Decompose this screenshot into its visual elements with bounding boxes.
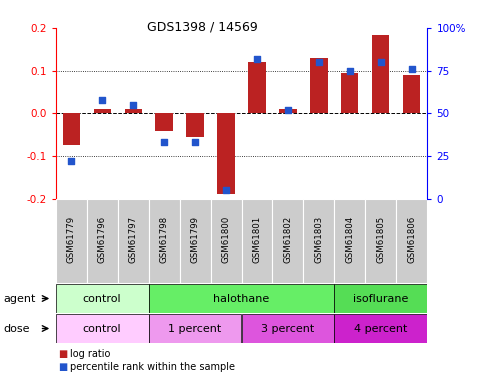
Bar	[149, 314, 242, 343]
Bar	[311, 58, 327, 113]
Text: control: control	[83, 324, 121, 333]
Text: 4 percent: 4 percent	[354, 324, 408, 333]
Bar	[149, 284, 334, 313]
Text: ■: ■	[58, 362, 67, 372]
Point	[67, 158, 75, 164]
Bar	[242, 199, 272, 283]
Bar	[180, 199, 211, 283]
Bar	[334, 314, 427, 343]
Point	[129, 102, 137, 108]
Text: 1 percent: 1 percent	[169, 324, 222, 333]
Point	[346, 68, 354, 74]
Text: GSM61805: GSM61805	[376, 216, 385, 263]
Bar	[303, 199, 334, 283]
Bar	[341, 73, 358, 113]
Text: GSM61803: GSM61803	[314, 216, 324, 263]
Text: GSM61801: GSM61801	[253, 216, 261, 263]
Text: 3 percent: 3 percent	[261, 324, 314, 333]
Bar	[217, 113, 235, 195]
Bar	[56, 314, 149, 343]
Text: GSM61799: GSM61799	[190, 216, 199, 263]
Bar	[397, 199, 427, 283]
Bar	[280, 109, 297, 113]
Text: GSM61800: GSM61800	[222, 216, 230, 263]
Point	[315, 59, 323, 65]
Point	[408, 66, 416, 72]
Text: isoflurane: isoflurane	[353, 294, 409, 303]
Bar	[242, 314, 334, 343]
Bar	[86, 199, 117, 283]
Text: GSM61797: GSM61797	[128, 216, 138, 263]
Bar	[125, 109, 142, 113]
Bar	[186, 113, 203, 137]
Text: GSM61802: GSM61802	[284, 216, 293, 263]
Bar	[366, 199, 397, 283]
Text: halothane: halothane	[213, 294, 270, 303]
Bar	[94, 109, 111, 113]
Bar	[403, 75, 421, 113]
Bar	[156, 113, 172, 130]
Point	[284, 107, 292, 113]
Text: control: control	[83, 294, 121, 303]
Text: dose: dose	[4, 324, 30, 333]
Text: GSM61779: GSM61779	[67, 216, 75, 263]
Bar	[117, 199, 149, 283]
Bar	[272, 199, 303, 283]
Text: ■: ■	[58, 350, 67, 359]
Text: GSM61804: GSM61804	[345, 216, 355, 263]
Bar	[62, 113, 80, 146]
Text: GDS1398 / 14569: GDS1398 / 14569	[147, 21, 258, 34]
Text: GSM61806: GSM61806	[408, 216, 416, 263]
Bar	[56, 199, 86, 283]
Point	[191, 140, 199, 146]
Bar	[149, 199, 180, 283]
Text: log ratio: log ratio	[70, 350, 111, 359]
Bar	[334, 199, 366, 283]
Text: GSM61796: GSM61796	[98, 216, 107, 263]
Bar	[56, 284, 149, 313]
Point	[160, 140, 168, 146]
Point	[222, 187, 230, 193]
Bar	[248, 62, 266, 113]
Text: percentile rank within the sample: percentile rank within the sample	[70, 362, 235, 372]
Point	[98, 97, 106, 103]
Point	[377, 59, 385, 65]
Bar	[211, 199, 242, 283]
Bar	[334, 284, 427, 313]
Bar	[372, 34, 389, 113]
Text: agent: agent	[4, 294, 36, 303]
Text: GSM61798: GSM61798	[159, 216, 169, 263]
Point	[253, 56, 261, 62]
